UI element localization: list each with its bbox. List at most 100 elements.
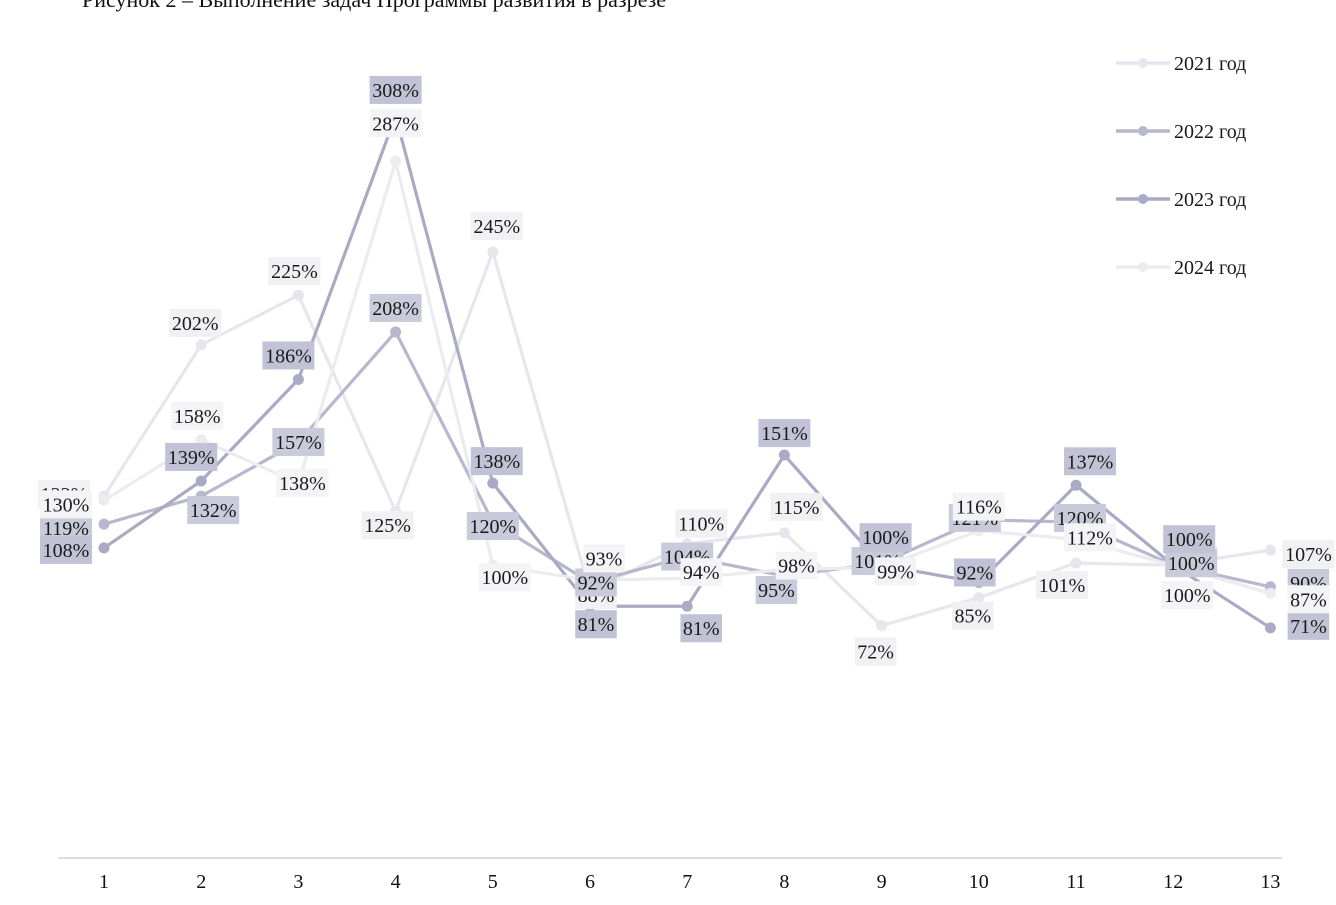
- data-label-box: [276, 469, 329, 498]
- data-label-box: [952, 601, 994, 630]
- data-label: 132%: [187, 496, 240, 525]
- legend-label: 2022 год: [1174, 121, 1246, 143]
- data-point: [292, 373, 304, 385]
- data-label-text: 92%: [956, 562, 993, 584]
- data-label-text: 202%: [172, 313, 219, 335]
- data-label: 186%: [262, 341, 315, 370]
- data-label: 125%: [361, 511, 414, 540]
- data-label-text: 85%: [954, 606, 991, 628]
- x-tick-label: 8: [779, 871, 789, 893]
- data-label: 151%: [758, 419, 811, 448]
- data-point: [487, 477, 499, 489]
- data-label-box: [680, 614, 722, 643]
- data-point: [292, 289, 304, 301]
- data-point: [1264, 587, 1276, 599]
- data-label: 130%: [40, 490, 92, 519]
- data-label-text: 94%: [683, 562, 720, 584]
- data-point: [195, 434, 207, 446]
- data-point: [98, 494, 110, 506]
- data-label: 120%: [466, 512, 519, 540]
- x-tick-label: 4: [391, 871, 401, 893]
- data-label-text: 137%: [1067, 451, 1114, 473]
- legend-item: 2021 год: [1116, 53, 1246, 75]
- data-label-box: [1165, 549, 1218, 578]
- x-tick-label: 11: [1066, 871, 1085, 893]
- legend-item: 2024 год: [1116, 257, 1246, 279]
- data-label-box: [369, 109, 422, 138]
- x-tick-label: 12: [1163, 871, 1183, 893]
- data-label-box: [1064, 523, 1116, 552]
- data-point: [973, 592, 985, 604]
- data-point: [98, 542, 110, 554]
- data-label-box: [1287, 611, 1330, 640]
- data-label: 138%: [470, 447, 523, 476]
- data-label-box: [954, 558, 996, 587]
- data-label-text: 139%: [168, 447, 215, 469]
- data-label-text: 95%: [758, 580, 795, 602]
- data-label-box: [675, 509, 728, 538]
- data-label: 101%: [1036, 571, 1088, 600]
- data-label-layer: 132%202%225%125%245%88%110%115%72%85%101…: [38, 75, 1335, 666]
- data-label-box: [262, 341, 315, 370]
- data-point: [195, 475, 207, 487]
- data-label: 98%: [775, 551, 818, 580]
- data-label: 92%: [575, 568, 617, 597]
- data-label-text: 116%: [956, 497, 1002, 519]
- data-label-text: 107%: [1285, 544, 1332, 566]
- data-label-text: 245%: [473, 216, 520, 238]
- data-label-box: [758, 419, 811, 448]
- data-point: [195, 339, 207, 351]
- data-label: 100%: [859, 523, 912, 552]
- data-label: 94%: [680, 558, 722, 587]
- x-tick-label: 6: [585, 871, 595, 893]
- data-label-box: [874, 557, 917, 586]
- x-tick-label: 9: [877, 871, 887, 893]
- data-label-box: [361, 511, 414, 540]
- data-label-text: 287%: [372, 113, 419, 135]
- data-label-box: [952, 492, 1005, 521]
- x-tick-label: 2: [196, 871, 206, 893]
- legend-swatch-marker: [1138, 58, 1148, 68]
- data-label: 71%: [1287, 611, 1330, 640]
- data-label: 100%: [1161, 581, 1214, 610]
- data-label-text: 138%: [279, 473, 326, 495]
- data-label-text: 158%: [174, 406, 221, 428]
- data-label-box: [854, 637, 897, 666]
- data-label-box: [369, 75, 422, 104]
- data-label-box: [272, 428, 325, 457]
- data-label-text: 157%: [275, 432, 322, 454]
- data-label-text: 186%: [265, 345, 312, 367]
- data-label-text: 93%: [586, 548, 623, 570]
- data-point: [876, 620, 888, 632]
- data-label-text: 138%: [473, 451, 520, 473]
- data-label: 116%: [952, 492, 1005, 521]
- data-label-text: 100%: [1166, 529, 1213, 551]
- data-point: [390, 155, 402, 167]
- data-label-text: 98%: [778, 556, 815, 578]
- data-label-text: 112%: [1067, 527, 1113, 549]
- data-label-text: 81%: [578, 614, 615, 636]
- data-label-text: 81%: [683, 618, 720, 640]
- data-label: 87%: [1287, 585, 1330, 614]
- data-label-box: [1161, 581, 1214, 610]
- data-label-text: 125%: [364, 515, 411, 537]
- data-label-box: [169, 308, 222, 337]
- data-point: [390, 326, 402, 338]
- figure-caption: Рисунок 2 – Выполнение задач Программы р…: [82, 0, 666, 14]
- data-label-box: [470, 447, 523, 476]
- data-label: 158%: [171, 401, 224, 430]
- data-label: 108%: [40, 535, 92, 564]
- data-label-text: 151%: [761, 423, 808, 445]
- x-tick-label: 3: [293, 871, 303, 893]
- legend-swatch-marker: [1138, 262, 1148, 272]
- data-label-text: 100%: [1168, 553, 1215, 575]
- data-label-text: 87%: [1290, 589, 1327, 611]
- data-label-box: [466, 512, 519, 540]
- data-label-box: [755, 576, 798, 604]
- data-label-text: 110%: [678, 514, 724, 536]
- x-tick-label: 1: [99, 871, 109, 893]
- data-label-box: [1064, 447, 1116, 476]
- data-point: [487, 246, 499, 258]
- data-label-text: 101%: [1039, 575, 1086, 597]
- data-label: 308%: [369, 75, 422, 104]
